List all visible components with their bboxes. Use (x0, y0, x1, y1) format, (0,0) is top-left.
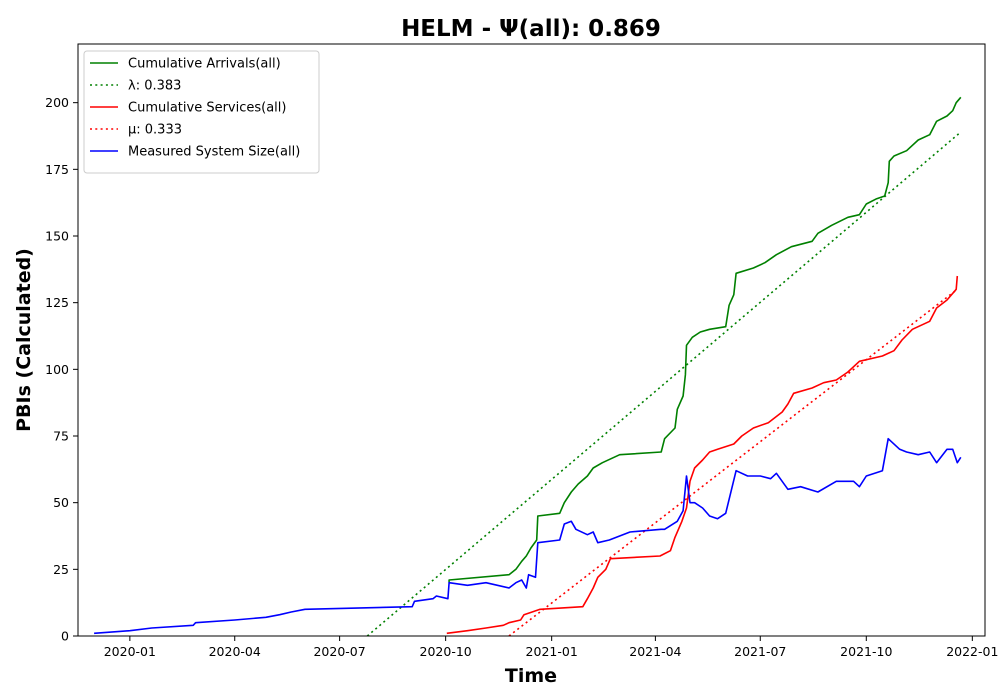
y-tick-label: 150 (45, 229, 69, 244)
series-group (94, 96, 962, 636)
y-tick-label: 75 (53, 429, 69, 444)
x-tick-label: 2021-01 (526, 644, 578, 659)
series-line-cumulative-services-all (446, 275, 959, 635)
x-tick-label: 2020-10 (420, 644, 472, 659)
x-tick-label: 2020-07 (313, 644, 365, 659)
legend-label: μ: 0.333 (128, 123, 182, 138)
legend-label: Cumulative Arrivals(all) (128, 57, 281, 72)
y-tick-label: 25 (53, 562, 69, 577)
legend-box (83, 50, 320, 174)
x-tick-label: 2021-10 (840, 644, 892, 659)
legend-label: Measured System Size(all) (128, 145, 300, 160)
y-tick-label: 0 (61, 629, 69, 644)
legend: Cumulative Arrivals(all) λ: 0.383 Cumulati… (83, 50, 320, 174)
x-tick-label: 2020-01 (104, 644, 156, 659)
series-layer (94, 96, 962, 636)
legend-label: Cumulative Services(all) (128, 101, 286, 116)
legend-label: λ: 0.383 (128, 79, 181, 94)
chart-title: HELM - Ψ(all): 0.869 (401, 16, 661, 42)
x-tick-label: 2021-07 (734, 644, 786, 659)
y-tick-label: 200 (45, 95, 69, 110)
series-line-measured-system-size-all (94, 437, 962, 635)
y-tick-label: 50 (53, 495, 69, 510)
y-axis-title: PBIs (Calculated) (13, 248, 35, 432)
x-axis: 2020-01 2020-04 2020-07 2020-10 2021-01 2021-… (104, 636, 998, 659)
y-tick-label: 100 (45, 362, 69, 377)
x-tick-label: 2021-04 (629, 644, 681, 659)
series-line-0-333 (508, 288, 958, 636)
series-line-cumulative-arrivals-all (448, 96, 962, 583)
y-tick-label: 175 (45, 162, 69, 177)
x-axis-title: Time (505, 665, 557, 687)
y-tick-label: 125 (45, 295, 69, 310)
x-tick-label: 2022-01 (946, 644, 998, 659)
plot-frame (77, 43, 986, 637)
y-axis: 0 25 50 75 100 125 150 175 200 (45, 95, 78, 644)
x-tick-label: 2020-04 (209, 644, 261, 659)
